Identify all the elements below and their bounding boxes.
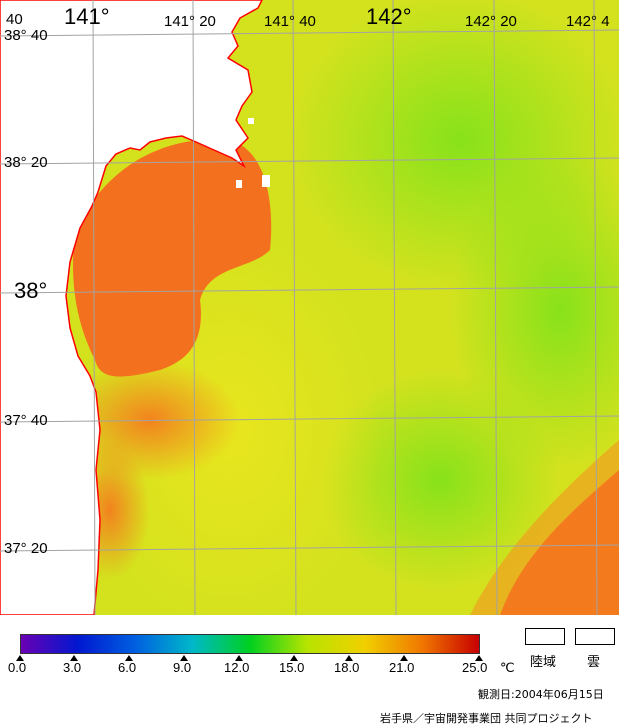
lat-label: 37° 40	[4, 412, 48, 429]
lon-label: 141° 40	[264, 13, 316, 30]
lat-label: 37° 20	[4, 540, 48, 557]
lon-label: 40	[6, 11, 23, 28]
colorbar-tick	[70, 655, 78, 661]
lat-label: 38°	[14, 278, 48, 303]
land-speck	[248, 118, 254, 124]
cloud-legend-label: 雲	[587, 655, 601, 670]
colorbar-tick	[125, 655, 133, 661]
colorbar-tick-label: 18.0	[334, 660, 360, 675]
warm-water-southeast	[500, 470, 619, 615]
lon-label: 142° 4	[566, 13, 610, 30]
colorbar-tick-label: 25.0	[462, 660, 488, 675]
colorbar-unit: ℃	[500, 660, 515, 675]
colorbar-tick	[475, 655, 483, 661]
project-credit: 岩手県／宇宙開発事業団 共同プロジェクト	[380, 712, 593, 725]
observation-date: 観測日:2004年06月15日	[478, 688, 604, 701]
lat-label: 38° 20	[4, 154, 48, 171]
colorbar-tick-label: 12.0	[224, 660, 250, 675]
lat-label: 38° 40	[4, 27, 48, 44]
colorbar-tick-label: 9.0	[173, 660, 192, 675]
colorbar-tick	[180, 655, 188, 661]
land-area	[0, 0, 263, 615]
land-speck	[262, 175, 270, 187]
land-speck	[236, 180, 242, 188]
colorbar-tick	[400, 655, 408, 661]
colorbar-tick	[290, 655, 298, 661]
land-legend-swatch	[525, 628, 565, 645]
colorbar-tick-label: 3.0	[63, 660, 82, 675]
lon-label: 141°	[64, 4, 110, 29]
land-legend-label: 陸域	[530, 655, 557, 670]
warm-water-southeast-edge	[470, 440, 619, 615]
cool-water-patch	[320, 370, 560, 590]
colorbar-tick-label: 15.0	[279, 660, 305, 675]
temperature-colorbar	[20, 634, 480, 654]
lon-label: 142°	[366, 4, 412, 29]
colorbar-tick-label: 21.0	[389, 660, 415, 675]
colorbar-tick	[235, 655, 243, 661]
colorbar-tick	[16, 655, 24, 661]
lon-label: 142° 20	[465, 13, 517, 30]
warm-coastal-water	[72, 139, 272, 377]
colorbar-tick-label: 0.0	[8, 660, 27, 675]
sea-surface-temperature-map	[0, 0, 619, 615]
lon-label: 141° 20	[164, 13, 216, 30]
cloud-legend-swatch	[575, 628, 615, 645]
colorbar-tick	[345, 655, 353, 661]
colorbar-tick-label: 6.0	[118, 660, 137, 675]
graticule	[0, 0, 619, 615]
